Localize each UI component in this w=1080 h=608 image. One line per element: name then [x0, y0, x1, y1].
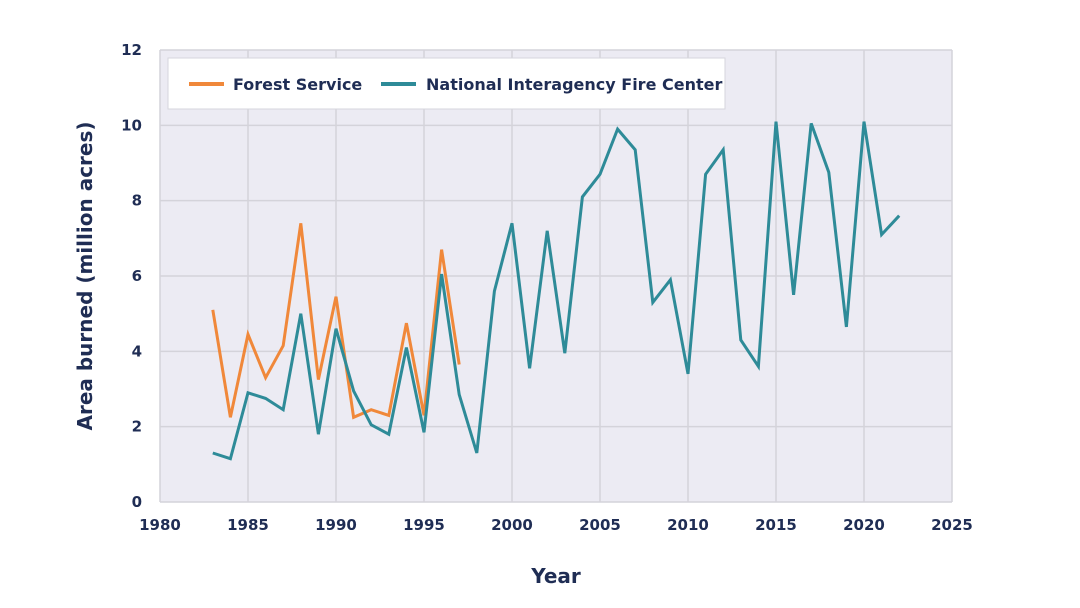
- x-axis-title: Year: [530, 564, 581, 588]
- y-tick-label: 4: [132, 342, 142, 360]
- x-tick-label: 1985: [227, 516, 269, 534]
- legend-label-forest-service: Forest Service: [233, 75, 362, 94]
- legend: Forest Service National Interagency Fire…: [167, 57, 726, 110]
- y-axis-title: Area burned (million acres): [73, 121, 97, 430]
- x-tick-label: 2020: [843, 516, 885, 534]
- x-tick-label: 2010: [667, 516, 709, 534]
- x-axis-ticks: 1980 1985 1990 1995 2000 2005 2010 2015 2020 2025: [139, 516, 973, 534]
- legend-label-nifc: National Interagency Fire Center: [426, 75, 722, 94]
- y-tick-label: 10: [121, 116, 142, 134]
- x-tick-label: 2005: [579, 516, 621, 534]
- x-tick-label: 1990: [315, 516, 357, 534]
- y-tick-label: 12: [121, 41, 142, 59]
- y-tick-label: 0: [132, 493, 142, 511]
- x-tick-label: 1995: [403, 516, 445, 534]
- y-tick-label: 2: [132, 418, 142, 436]
- y-tick-label: 6: [132, 267, 142, 285]
- legend-box: [167, 57, 726, 110]
- x-tick-label: 2015: [755, 516, 797, 534]
- series-lines: [211, 121, 901, 461]
- y-axis-ticks: 0 2 4 6 8 10 12: [121, 41, 142, 511]
- series-line-1: [212, 121, 901, 461]
- y-tick-label: 8: [132, 192, 142, 210]
- x-tick-label: 2000: [491, 516, 533, 534]
- x-tick-label: 1980: [139, 516, 181, 534]
- x-tick-label: 2025: [931, 516, 973, 534]
